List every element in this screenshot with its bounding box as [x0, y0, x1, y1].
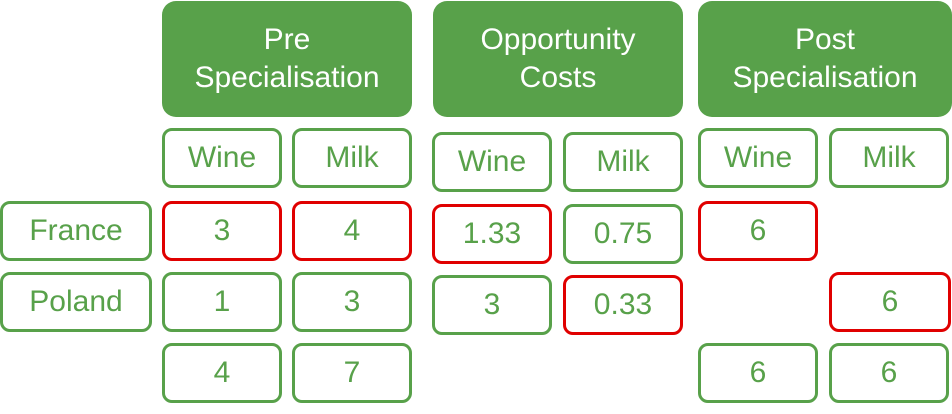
- pre-total-wine: 4: [162, 343, 282, 403]
- header-opportunity-costs: Opportunity Costs: [433, 1, 683, 117]
- post-total-wine: 6: [698, 343, 818, 403]
- opp-poland-wine: 3: [432, 275, 552, 335]
- post-total-milk: 6: [829, 343, 949, 403]
- pre-poland-milk: 3: [292, 272, 412, 332]
- col-post-wine: Wine: [698, 128, 818, 188]
- post-france-wine: 6: [698, 201, 818, 261]
- header-post-line2: Specialisation: [732, 61, 918, 94]
- header-pre-line2: Specialisation: [194, 61, 380, 94]
- header-pre-line1: Pre: [263, 23, 311, 56]
- pre-france-wine: 3: [162, 201, 282, 261]
- row-label-france: France: [0, 201, 152, 261]
- col-opp-milk: Milk: [563, 132, 683, 192]
- opp-france-wine: 1.33: [432, 204, 552, 264]
- opp-poland-milk: 0.33: [563, 275, 683, 335]
- pre-france-milk: 4: [292, 201, 412, 261]
- pre-total-milk: 7: [292, 343, 412, 403]
- opp-france-milk: 0.75: [563, 204, 683, 264]
- pre-poland-wine: 1: [162, 272, 282, 332]
- header-opportunity-line1: Opportunity: [480, 23, 636, 56]
- row-label-poland: Poland: [0, 272, 152, 332]
- post-poland-milk: 6: [829, 272, 951, 332]
- col-pre-milk: Milk: [292, 128, 412, 188]
- col-post-milk: Milk: [829, 128, 949, 188]
- header-opportunity-line2: Costs: [519, 61, 597, 94]
- header-post-specialisation: Post Specialisation: [698, 1, 952, 117]
- col-opp-wine: Wine: [432, 132, 552, 192]
- col-pre-wine: Wine: [162, 128, 282, 188]
- header-pre-specialisation: Pre Specialisation: [162, 1, 412, 117]
- header-post-line1: Post: [794, 23, 856, 56]
